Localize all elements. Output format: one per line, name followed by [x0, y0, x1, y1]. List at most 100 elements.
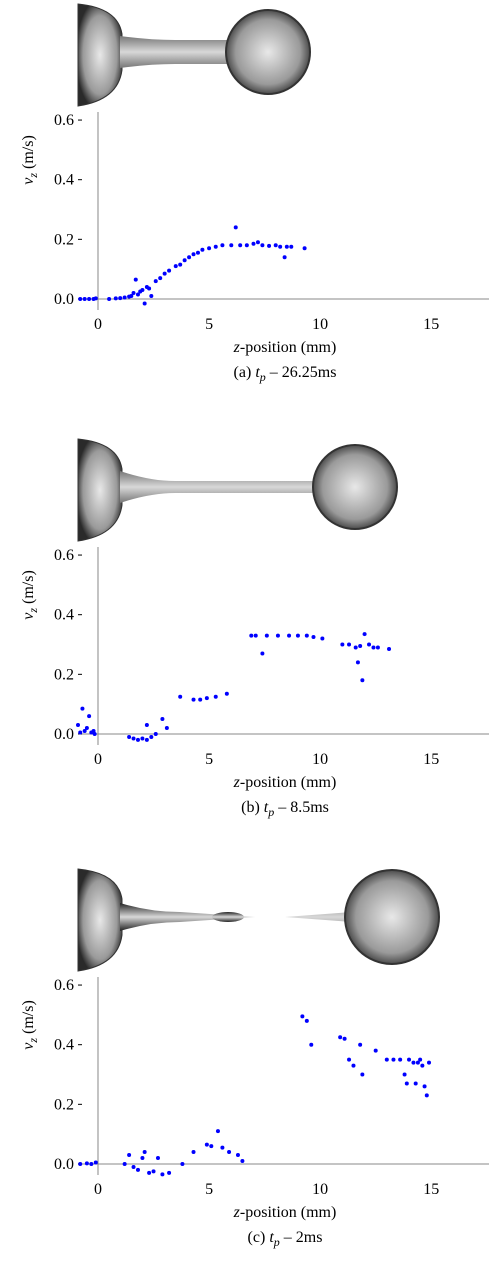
data-point [207, 246, 212, 251]
droplet-image [77, 868, 440, 972]
x-tick-label: 5 [205, 1181, 213, 1198]
data-point [147, 286, 152, 291]
caption-label: (c) [248, 1229, 266, 1246]
data-point [180, 1161, 185, 1166]
data-point [118, 296, 123, 301]
data-point [93, 296, 98, 301]
data-point [187, 255, 192, 260]
y-tick-label: 0.4 [54, 607, 74, 624]
y-tick-label: 0.6 [54, 977, 74, 994]
data-point [209, 1144, 214, 1149]
data-point [122, 1161, 127, 1166]
data-point [149, 293, 154, 298]
data-point [84, 726, 89, 731]
data-point [418, 1057, 423, 1062]
caption-rest: – 8.5ms [277, 799, 329, 816]
y-tick-label: 0.0 [54, 1156, 74, 1173]
x-tick-label: 10 [312, 1181, 328, 1198]
data-point [287, 633, 292, 638]
x-tick-label: 15 [423, 1181, 439, 1198]
droplet-image [77, 438, 398, 542]
data-point [351, 1063, 356, 1068]
data-point [342, 1036, 347, 1041]
data-point [78, 1161, 83, 1166]
x-tick-label: 15 [423, 316, 439, 333]
data-point [235, 1153, 240, 1158]
data-point [275, 633, 280, 638]
data-point [404, 1081, 409, 1086]
data-point [233, 225, 238, 230]
data-point [204, 696, 209, 701]
data-point [427, 1060, 432, 1065]
data-point [244, 243, 249, 248]
data-point [347, 1057, 352, 1062]
data-point [198, 697, 203, 702]
data-point [178, 694, 183, 699]
y-tick-label: 0.0 [54, 726, 74, 743]
y-label-var: v [20, 1042, 37, 1050]
caption-rest: – 26.25ms [269, 364, 337, 381]
data-point [182, 258, 187, 263]
data-point [140, 736, 145, 741]
x-axis-label: z-position (mm) [233, 339, 337, 356]
data-point [204, 1142, 209, 1147]
data-point [127, 734, 132, 739]
caption-sub: p [273, 1235, 280, 1249]
data-point [131, 291, 136, 296]
data-point [158, 276, 163, 281]
data-point [155, 1156, 160, 1161]
data-point [424, 1093, 429, 1098]
data-point [387, 646, 392, 651]
data-point [140, 1156, 145, 1161]
data-point [131, 736, 136, 741]
data-point [113, 296, 118, 301]
data-point [191, 252, 196, 257]
data-point [84, 1161, 89, 1166]
caption-var: t [269, 1229, 274, 1246]
caption-rest: – 2ms [283, 1229, 323, 1246]
data-point [147, 1170, 152, 1175]
data-point [360, 678, 365, 683]
data-point [227, 1150, 232, 1155]
y-label-var: v [20, 612, 37, 620]
y-tick-label: 0.2 [54, 231, 74, 248]
data-point [133, 277, 138, 282]
data-point [249, 633, 254, 638]
caption-label: (a) [234, 364, 252, 381]
y-tick-label: 0.4 [54, 1037, 74, 1054]
data-point [167, 1170, 172, 1175]
data-point [353, 645, 358, 650]
data-point [367, 642, 372, 647]
data-point [80, 706, 85, 711]
satellite [212, 912, 244, 922]
data-point [82, 296, 87, 301]
x-label-rest: -position (mm) [240, 339, 336, 356]
y-tick-label: 0.6 [54, 547, 74, 564]
y-tick-label: 0.0 [54, 291, 74, 308]
data-point [135, 737, 140, 742]
x-axis-label: z-position (mm) [233, 774, 337, 791]
y-label-unit: (m/s) [20, 135, 37, 169]
data-point [92, 731, 97, 736]
caption-var: t [255, 364, 260, 381]
caption-var: t [264, 799, 269, 816]
x-tick-label: 0 [94, 751, 102, 768]
data-point [255, 240, 260, 245]
bulb [225, 9, 311, 95]
data-point [78, 730, 83, 735]
data-point [78, 296, 83, 301]
data-point [338, 1035, 343, 1040]
data-point [127, 1153, 132, 1158]
data-point [413, 1081, 418, 1086]
data-point [384, 1057, 389, 1062]
data-point [267, 243, 272, 248]
y-label-var: v [20, 177, 37, 185]
data-point [89, 1161, 94, 1166]
data-point [151, 1169, 156, 1174]
data-point [260, 651, 265, 656]
data-point [160, 717, 165, 722]
x-tick-label: 10 [312, 316, 328, 333]
x-tick-label: 0 [94, 1181, 102, 1198]
